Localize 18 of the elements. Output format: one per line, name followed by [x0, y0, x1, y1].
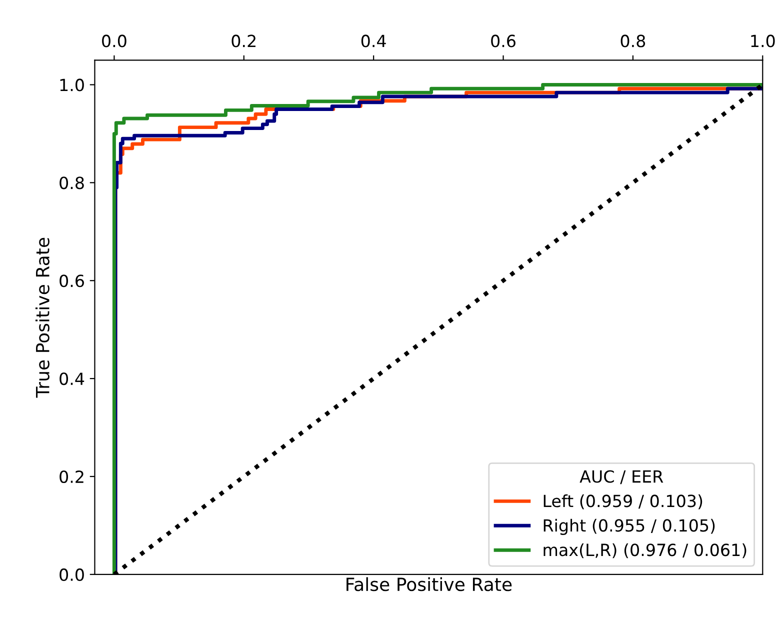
y-tick-label: 0.2 — [60, 470, 84, 484]
legend-title: AUC / EER — [580, 470, 664, 484]
legend-label: Left (0.959 / 0.103) — [544, 494, 702, 510]
y-tick-label: 1.0 — [60, 78, 84, 92]
x-tick-label: 0.6 — [491, 34, 516, 48]
x-tick-label: 1.0 — [751, 34, 775, 48]
y-tick-label: 0.0 — [60, 568, 84, 581]
x-axis-title: False Positive Rate — [346, 577, 512, 592]
legend-label: Right (0.955 / 0.105) — [544, 518, 715, 535]
x-tick-label: 0.2 — [232, 34, 256, 48]
legend-label: max(L,R) (0.976 / 0.061) — [544, 543, 746, 558]
y-tick-label: 0.8 — [60, 176, 84, 190]
x-tick-label: 0.0 — [102, 34, 126, 48]
y-tick-label: 0.4 — [60, 372, 84, 386]
x-tick-label: 0.8 — [620, 34, 646, 48]
y-axis-title: True Positive Rate — [35, 238, 50, 398]
y-tick-label: 0.6 — [60, 274, 84, 288]
x-tick-label: 0.4 — [361, 34, 386, 48]
